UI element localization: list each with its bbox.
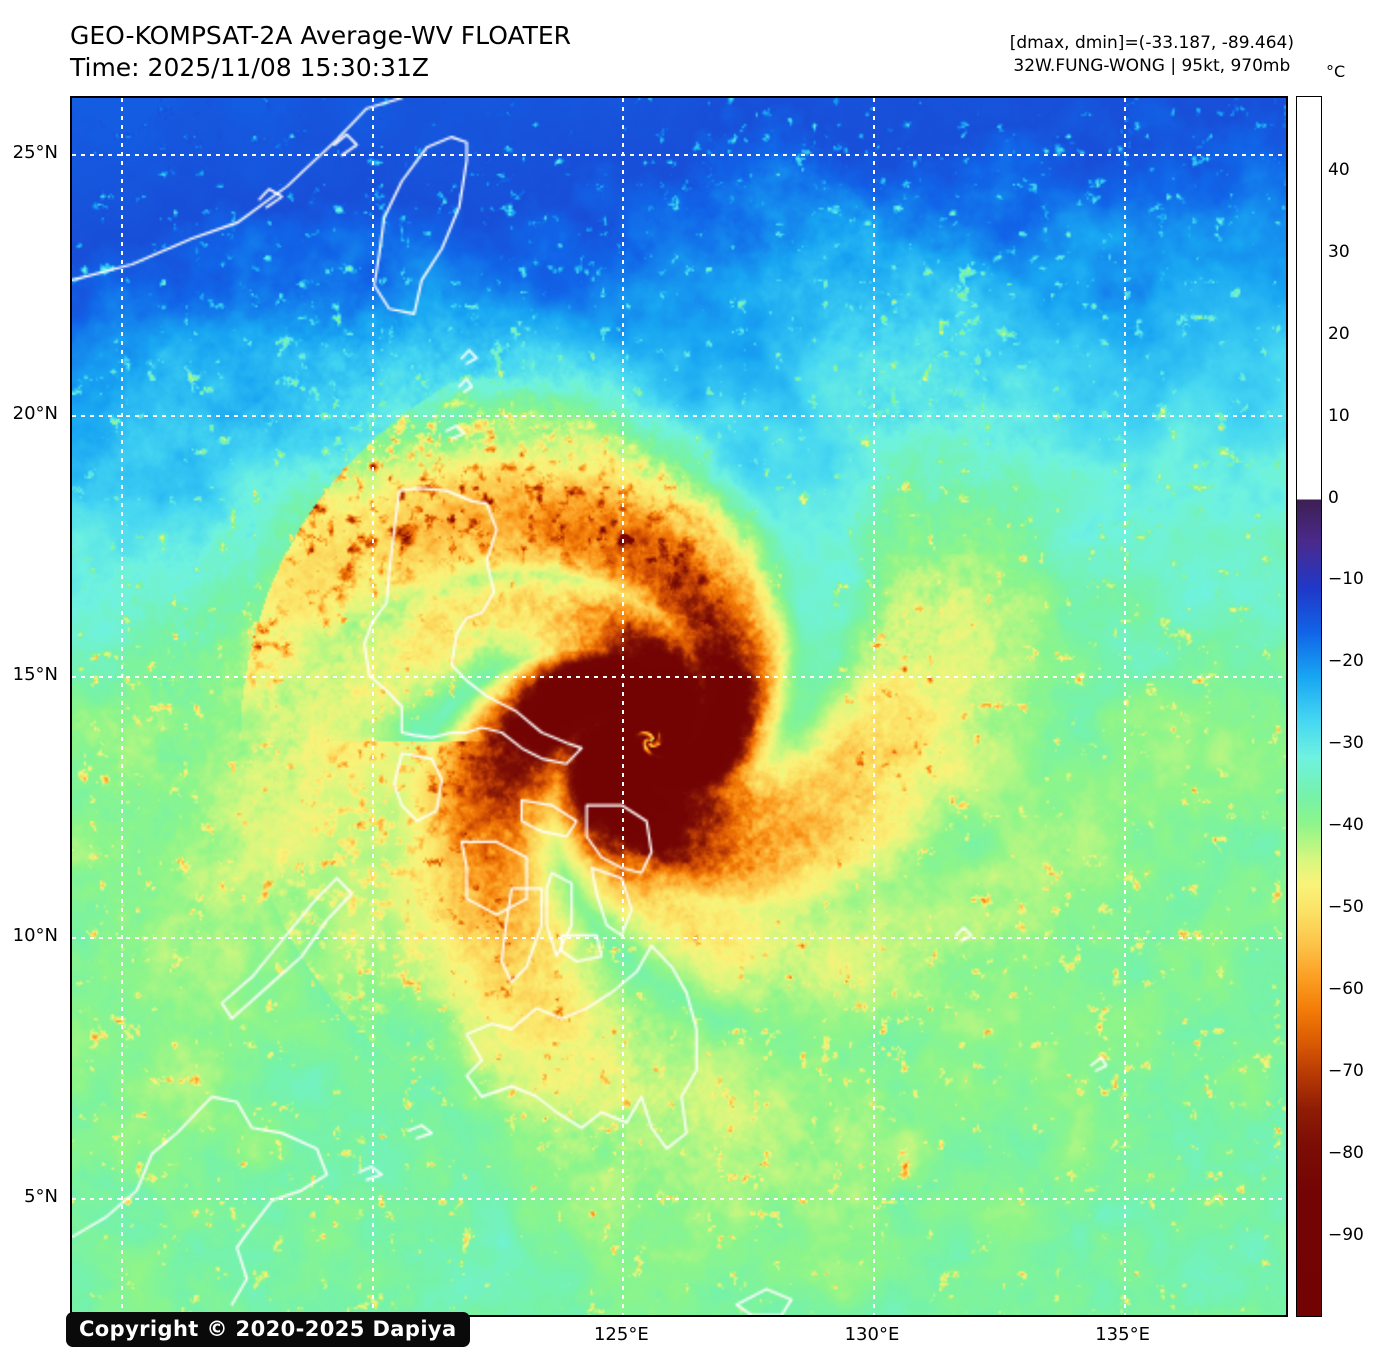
colorbar-tick-label: −80 bbox=[1328, 1143, 1364, 1164]
x-axis-tick-label: 125°E bbox=[593, 1324, 649, 1345]
satellite-image-plot[interactable] bbox=[70, 96, 1288, 1317]
colorbar-tick-label: 40 bbox=[1328, 159, 1350, 180]
storm-info-label: 32W.FUNG-WONG | 95kt, 970mb bbox=[1013, 56, 1291, 76]
colorbar-tick-label: −70 bbox=[1328, 1061, 1364, 1082]
colorbar-tick-label: −90 bbox=[1328, 1225, 1364, 1246]
x-axis-tick-label: 135°E bbox=[1095, 1324, 1150, 1345]
colorbar-tick-label: −50 bbox=[1328, 897, 1364, 918]
x-axis-tick-label: 130°E bbox=[844, 1324, 900, 1345]
timestamp-label: Time: 2025/11/08 15:30:31Z bbox=[70, 53, 429, 82]
page-title: GEO-KOMPSAT-2A Average-WV FLOATER bbox=[70, 21, 572, 50]
copyright-badge: Copyright © 2020-2025 Dapiya bbox=[66, 1312, 470, 1347]
water-vapor-imagery-canvas bbox=[72, 98, 1286, 1315]
colorbar[interactable] bbox=[1296, 96, 1322, 1317]
colorbar-tick-label: 30 bbox=[1328, 241, 1350, 262]
colorbar-tick-label: 10 bbox=[1328, 405, 1350, 426]
colorbar-unit-label: °C bbox=[1326, 62, 1346, 81]
metadata-block: [dmax, dmin]=(-33.187, -89.464) 32W.FUNG… bbox=[1010, 32, 1294, 78]
colorbar-tick-label: −10 bbox=[1328, 569, 1364, 590]
data-range-label: [dmax, dmin]=(-33.187, -89.464) bbox=[1009, 33, 1294, 53]
colorbar-tick-label: −60 bbox=[1328, 979, 1364, 1000]
colorbar-tick-label: −30 bbox=[1328, 733, 1364, 754]
colorbar-tick-label: −40 bbox=[1328, 815, 1364, 836]
colorbar-tick-label: 0 bbox=[1328, 487, 1339, 508]
title-block: GEO-KOMPSAT-2A Average-WV FLOATER Time: … bbox=[70, 20, 571, 84]
colorbar-tick-label: 20 bbox=[1328, 323, 1350, 344]
colorbar-gradient bbox=[1296, 96, 1322, 1317]
colorbar-tick-label: −20 bbox=[1328, 651, 1364, 672]
